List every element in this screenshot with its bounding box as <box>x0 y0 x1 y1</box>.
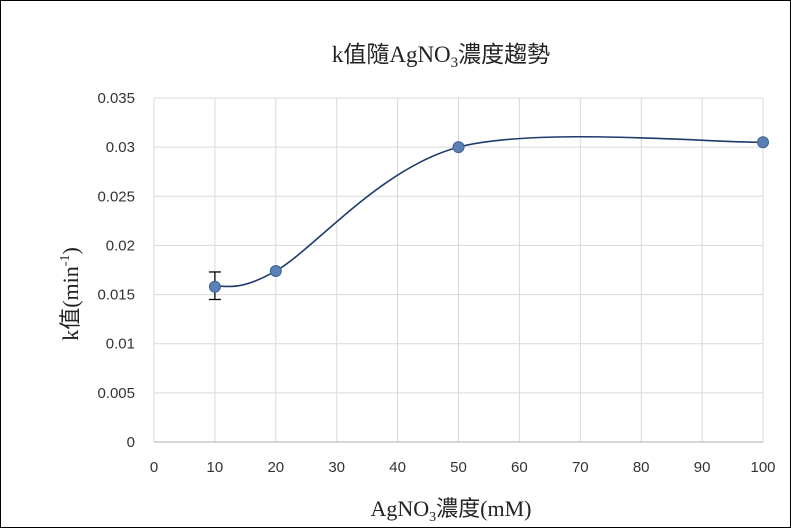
y-tick-labels: 0 0.005 0.01 0.015 0.02 0.025 0.03 0.035 <box>97 90 135 451</box>
x-tick-labels: 0 10 20 30 40 50 60 70 80 90 100 <box>150 459 776 476</box>
x-tick-label: 30 <box>328 459 345 476</box>
x-tick-label: 50 <box>450 459 467 476</box>
y-tick-label: 0.01 <box>106 336 135 353</box>
x-tick-label: 0 <box>150 459 158 476</box>
y-tick-label: 0.02 <box>106 237 135 254</box>
y-tick-label: 0 <box>127 434 135 451</box>
x-tick-label: 10 <box>207 459 224 476</box>
y-tick-label: 0.03 <box>106 139 135 156</box>
y-tick-label: 0.005 <box>97 385 135 402</box>
x-tick-label: 80 <box>633 459 650 476</box>
data-point <box>452 141 465 154</box>
x-tick-label: 40 <box>389 459 406 476</box>
x-tick-label: 60 <box>511 459 528 476</box>
chart-title: k值隨AgNO3濃度趨勢 <box>332 42 550 71</box>
series-line <box>214 135 764 288</box>
y-tick-label: 0.015 <box>97 287 135 304</box>
y-tick-label: 0.025 <box>97 188 135 205</box>
x-tick-label: 70 <box>572 459 589 476</box>
data-point <box>208 280 221 293</box>
data-point <box>269 264 282 277</box>
x-tick-label: 20 <box>267 459 284 476</box>
x-tick-label: 90 <box>694 459 711 476</box>
y-tick-label: 0.035 <box>97 90 135 107</box>
y-axis-label: k值(min-1) <box>58 247 83 341</box>
x-tick-label: 100 <box>750 459 775 476</box>
x-axis-label: AgNO3濃度(mM) <box>371 496 532 525</box>
data-point <box>757 136 769 149</box>
data-points <box>208 136 769 293</box>
